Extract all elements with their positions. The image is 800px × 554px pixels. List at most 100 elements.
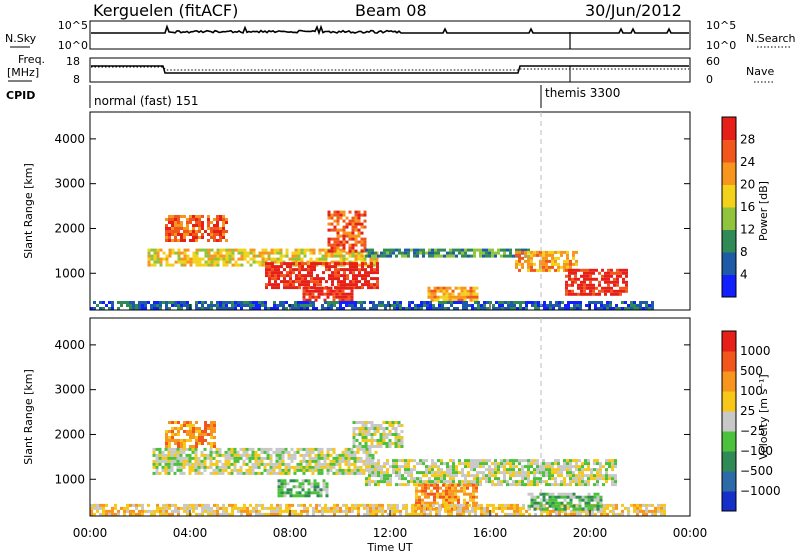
velocity-cell — [593, 483, 596, 487]
power-cell — [384, 307, 387, 310]
power-cell — [207, 254, 211, 258]
velocity-cell — [476, 477, 479, 481]
velocity-cell — [569, 480, 572, 484]
velocity-cell — [200, 459, 204, 463]
velocity-cell — [424, 489, 427, 493]
power-cell — [570, 301, 573, 304]
velocity-cell — [557, 459, 560, 463]
velocity-cell — [642, 503, 645, 507]
power-cell — [604, 277, 607, 281]
velocity-cell — [379, 424, 383, 427]
velocity-colorbar-tick: −25 — [740, 424, 765, 438]
power-cell — [192, 236, 195, 239]
power-colorbar-swatch — [722, 184, 736, 208]
power-cell — [298, 262, 301, 266]
power-cell — [165, 230, 168, 233]
velocity-cell — [281, 450, 285, 454]
velocity-cell — [591, 512, 594, 516]
velocity-cell — [430, 492, 433, 496]
velocity-cell — [428, 480, 431, 484]
velocity-cell — [587, 462, 590, 466]
power-cell — [156, 260, 160, 264]
power-cell — [282, 254, 286, 258]
power-cell — [300, 304, 303, 307]
velocity-cell — [192, 433, 195, 436]
power-cell — [192, 233, 195, 236]
velocity-cell — [305, 459, 309, 463]
power-cell — [333, 246, 337, 250]
velocity-cell — [618, 512, 621, 516]
power-cell — [603, 304, 606, 307]
velocity-cell — [150, 509, 153, 513]
power-cell — [416, 254, 419, 258]
velocity-cell — [323, 453, 327, 457]
power-cell — [174, 224, 177, 227]
velocity-cell — [326, 453, 330, 457]
velocity-cell — [325, 494, 329, 498]
power-cell — [277, 268, 280, 272]
velocity-cell — [427, 492, 430, 496]
power-cell — [338, 298, 342, 302]
velocity-cell — [491, 483, 494, 487]
velocity-cell — [621, 503, 624, 507]
velocity-cell — [306, 506, 309, 510]
power-cell — [348, 246, 352, 250]
velocity-cell — [437, 459, 440, 463]
velocity-cell — [197, 468, 201, 472]
velocity-cell — [554, 483, 557, 487]
velocity-cell — [423, 506, 426, 510]
power-cell — [258, 263, 262, 267]
velocity-cell — [315, 503, 318, 507]
velocity-cell — [227, 465, 231, 469]
velocity-cell — [248, 447, 252, 451]
velocity-cell — [606, 503, 609, 507]
power-cell — [451, 289, 455, 293]
velocity-cell — [424, 486, 427, 490]
velocity-cell — [575, 474, 578, 478]
velocity-cell — [545, 462, 548, 466]
power-cell — [147, 260, 151, 264]
power-cell — [512, 254, 515, 258]
power-cell — [370, 277, 373, 281]
velocity-cell — [380, 474, 383, 478]
velocity-cell — [551, 501, 555, 505]
velocity-cell — [156, 509, 159, 513]
velocity-cell — [576, 512, 579, 516]
power-cell — [548, 259, 551, 263]
velocity-cell — [581, 498, 585, 502]
velocity-cell — [542, 492, 546, 496]
power-cell — [201, 215, 204, 218]
power-cell — [560, 253, 563, 257]
velocity-cell — [569, 477, 572, 481]
velocity-cell — [431, 471, 434, 475]
velocity-cell — [473, 468, 476, 472]
power-cell — [557, 250, 560, 254]
velocity-cell — [333, 509, 336, 513]
velocity-cell — [398, 477, 401, 481]
velocity-cell — [603, 506, 606, 510]
velocity-cell — [305, 453, 309, 457]
velocity-colorbar-swatch — [722, 451, 736, 472]
velocity-cell — [177, 421, 180, 424]
power-cell — [533, 268, 536, 272]
power-cell — [537, 307, 540, 310]
velocity-cell — [388, 430, 392, 433]
velocity-cell — [236, 471, 240, 475]
velocity-cell — [252, 509, 255, 513]
power-cell — [471, 304, 474, 307]
velocity-cell — [451, 507, 454, 511]
power-cell — [243, 254, 247, 258]
power-cell — [171, 304, 174, 307]
power-cell — [222, 230, 225, 233]
power-cell — [606, 304, 609, 307]
velocity-cell — [240, 509, 243, 513]
velocity-cell — [596, 495, 600, 499]
power-cell — [434, 248, 437, 252]
power-cell — [354, 225, 358, 229]
power-cell — [515, 262, 518, 266]
velocity-cell — [176, 459, 180, 463]
power-cell — [350, 292, 354, 296]
power-cell — [297, 254, 301, 258]
power-cell — [482, 251, 485, 255]
power-cell — [237, 251, 241, 255]
